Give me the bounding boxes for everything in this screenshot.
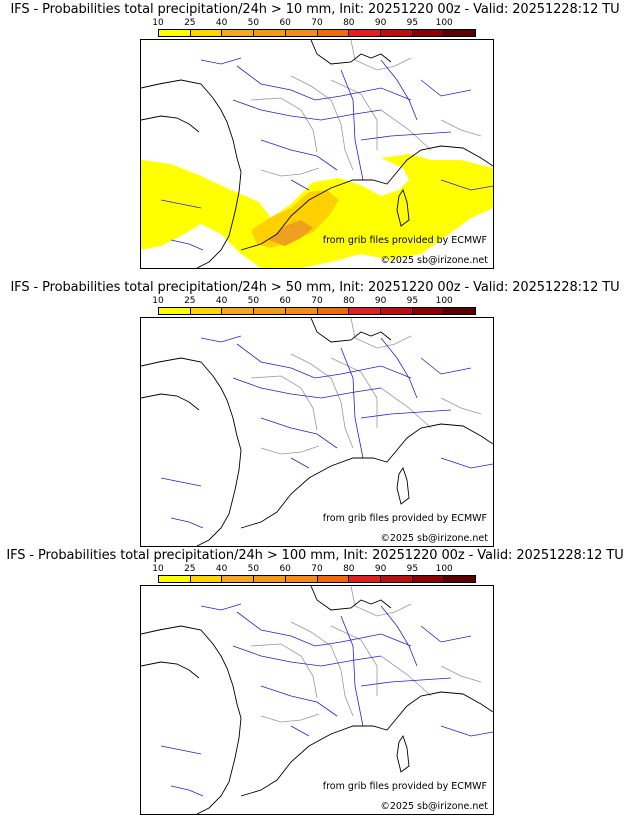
legend-tick-label: 95 <box>406 564 419 574</box>
legend-tick-label: 80 <box>343 564 355 574</box>
rivers <box>160 335 493 529</box>
source-credit: from grib files provided by ECMWF <box>322 235 487 246</box>
legend-tick-label: 25 <box>184 18 196 28</box>
legend-tick-label: 25 <box>184 564 196 574</box>
precip-area-3 <box>269 220 313 246</box>
legend-swatch <box>380 308 413 314</box>
copyright-credit: ©2025 sb@irizone.net <box>380 801 488 812</box>
legend-tick-label: 40 <box>215 296 228 306</box>
legend-tick-label: 60 <box>279 18 291 28</box>
legend-swatch <box>285 30 318 36</box>
region-borders <box>250 40 482 177</box>
copyright-credit: ©2025 sb@irizone.net <box>380 533 488 544</box>
color-legend <box>158 307 476 315</box>
color-legend <box>158 575 476 583</box>
legend-swatch <box>380 576 413 582</box>
color-legend <box>158 29 476 37</box>
map-canvas <box>141 586 493 814</box>
precip-area-2 <box>251 190 339 248</box>
legend-tick-label: 95 <box>406 296 419 306</box>
legend-swatch <box>190 30 223 36</box>
legend-swatch <box>285 308 318 314</box>
legend-swatch <box>190 308 223 314</box>
legend-tick-label: 40 <box>215 564 228 574</box>
legend-swatch <box>222 30 255 36</box>
legend-swatch <box>222 576 255 582</box>
copyright-credit: ©2025 sb@irizone.net <box>380 255 488 266</box>
legend-swatch <box>349 30 381 36</box>
legend-tick-label: 70 <box>311 296 323 306</box>
panel-title: IFS - Probabilities total precipitation/… <box>6 548 624 563</box>
legend-tick-label: 80 <box>343 296 355 306</box>
legend-tick-labels: 10 25 40 50 60 70 80 90 95 100 <box>152 296 476 306</box>
legend-tick-label: 50 <box>247 296 260 306</box>
rivers <box>160 57 493 251</box>
precip-map: from grib files provided by ECMWF ©2025 … <box>140 39 494 269</box>
legend-swatch <box>380 30 413 36</box>
legend-swatch <box>444 308 476 314</box>
legend-swatch <box>159 576 191 582</box>
legend-tick-label: 25 <box>184 296 196 306</box>
legend-tick-label: 90 <box>374 18 387 28</box>
precip-map: from grib files provided by ECMWF ©2025 … <box>140 585 494 815</box>
legend-tick-label: 10 <box>152 18 164 28</box>
legend-swatch <box>254 576 286 582</box>
coastline <box>141 586 493 814</box>
legend-swatch <box>349 576 381 582</box>
forecast-panel-50mm: IFS - Probabilities total precipitation/… <box>0 280 630 548</box>
legend-tick-label: 40 <box>215 18 228 28</box>
rivers <box>160 603 493 797</box>
legend-tick-label: 90 <box>374 564 387 574</box>
legend-tick-label: 80 <box>343 18 355 28</box>
legend-swatch <box>317 308 350 314</box>
legend-swatch <box>190 576 223 582</box>
legend-tick-label: 70 <box>311 18 323 28</box>
legend-swatch <box>412 308 445 314</box>
map-canvas <box>141 318 493 546</box>
legend-tick-labels: 10 25 40 50 60 70 80 90 95 100 <box>152 18 476 28</box>
legend-swatch <box>444 30 476 36</box>
coastline <box>141 40 493 268</box>
legend-tick-label: 60 <box>279 296 291 306</box>
legend-tick-label: 60 <box>279 564 291 574</box>
region-borders <box>250 318 482 455</box>
legend-swatch <box>254 30 286 36</box>
legend-tick-label: 10 <box>152 564 164 574</box>
legend-swatch <box>222 308 255 314</box>
legend-swatch <box>349 308 381 314</box>
legend-tick-label: 100 <box>435 18 453 28</box>
legend-tick-label: 10 <box>152 296 164 306</box>
legend-swatch <box>159 308 191 314</box>
legend-swatch <box>412 576 445 582</box>
panel-title: IFS - Probabilities total precipitation/… <box>10 2 620 17</box>
panel-title: IFS - Probabilities total precipitation/… <box>10 280 620 295</box>
legend-tick-label: 50 <box>247 564 260 574</box>
legend-tick-label: 100 <box>435 564 453 574</box>
legend-swatch <box>317 576 350 582</box>
legend-tick-label: 100 <box>435 296 453 306</box>
legend-tick-label: 95 <box>406 18 419 28</box>
legend-tick-labels: 10 25 40 50 60 70 80 90 95 100 <box>152 564 476 574</box>
legend-tick-label: 90 <box>374 296 387 306</box>
legend-swatch <box>412 30 445 36</box>
coastline <box>141 318 493 546</box>
region-borders <box>250 586 482 723</box>
precip-map: from grib files provided by ECMWF ©2025 … <box>140 317 494 547</box>
legend-swatch <box>317 30 350 36</box>
forecast-panel-10mm: IFS - Probabilities total precipitation/… <box>0 2 630 270</box>
legend-swatch <box>285 576 318 582</box>
source-credit: from grib files provided by ECMWF <box>322 781 487 792</box>
legend-swatch <box>254 308 286 314</box>
legend-tick-label: 70 <box>311 564 323 574</box>
forecast-panel-100mm: IFS - Probabilities total precipitation/… <box>0 548 630 816</box>
map-canvas <box>141 40 493 268</box>
legend-swatch <box>444 576 476 582</box>
source-credit: from grib files provided by ECMWF <box>322 513 487 524</box>
legend-swatch <box>159 30 191 36</box>
legend-tick-label: 50 <box>247 18 260 28</box>
